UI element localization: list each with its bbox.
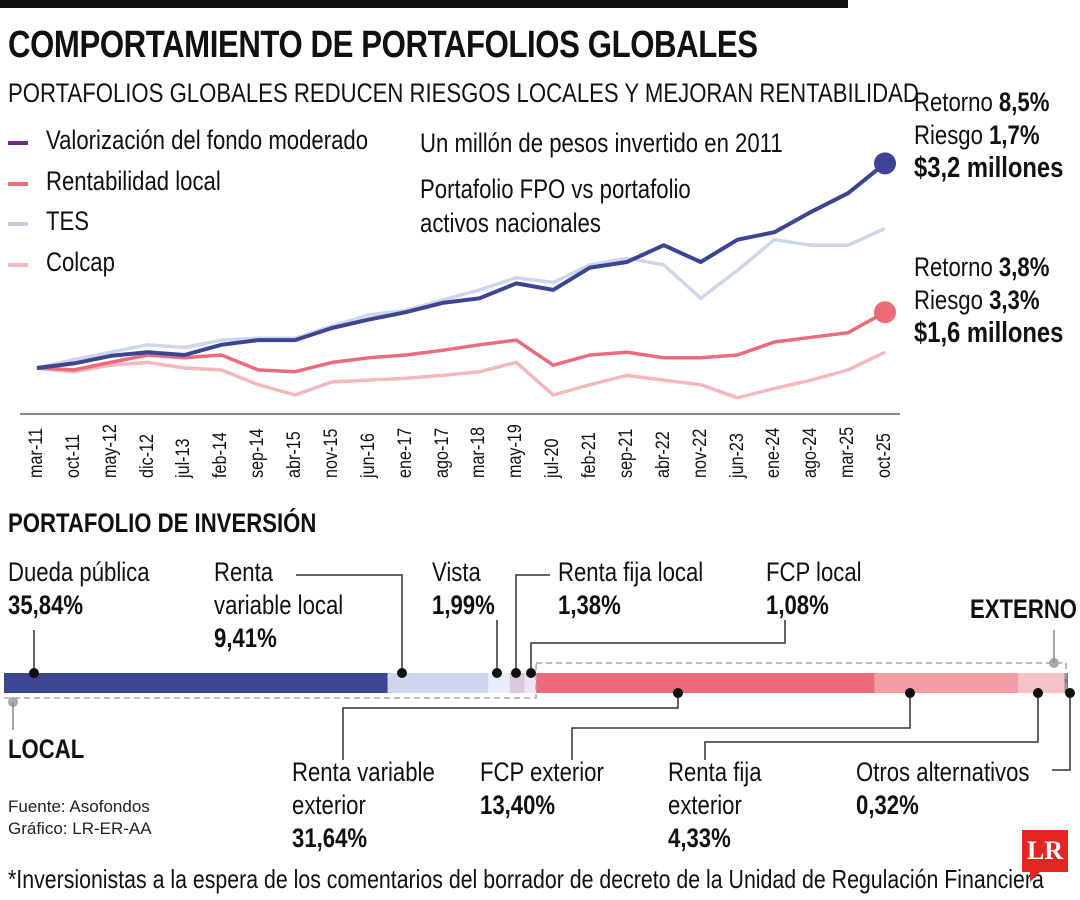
risk-label: Riesgo (914, 285, 983, 315)
legend-swatch (8, 141, 28, 145)
bar-segment-6 (874, 673, 1019, 693)
label-renta-fija-exterior: Renta fija exterior 4,33% (668, 757, 762, 853)
end-point-marker (874, 152, 896, 175)
leader-line (1052, 693, 1071, 771)
leader-line (342, 693, 679, 760)
risk-label: Riesgo (914, 120, 983, 150)
legend-label: Valorización del fondo moderado (46, 125, 369, 155)
chart-note: Un millón de pesos invertido en 2011 (420, 128, 783, 158)
leader-dot (905, 688, 915, 698)
leader-line (296, 574, 403, 673)
group-label-externo: EXTERNO (970, 594, 1078, 624)
bar-segment-8 (1064, 673, 1068, 693)
local-bracket (4, 663, 537, 699)
leader-line (515, 574, 550, 673)
series-line-2 (36, 226, 886, 370)
series-line-0 (36, 161, 887, 370)
page-title: COMPORTAMIENTO DE PORTAFOLIOS GLOBALES (8, 24, 758, 66)
bar-segment-7 (1018, 673, 1065, 693)
leader-dot (673, 688, 683, 698)
leader-line (571, 693, 911, 760)
portfolio-title: PORTAFOLIO DE INVERSIÓN (8, 508, 317, 538)
subtitle: PORTAFOLIOS GLOBALES REDUCEN RIESGOS LOC… (8, 78, 919, 108)
leader-dot (29, 668, 39, 678)
leader-dot (1065, 688, 1075, 698)
series-line-3 (36, 350, 886, 400)
return-value: 8,5% (998, 87, 1050, 117)
label-renta-variable-exterior: Renta variable exterior 31,64% (292, 757, 435, 853)
top-rule (0, 0, 848, 8)
label-fcp-exterior: FCP exterior 13,40% (480, 757, 604, 820)
fpo-annotation: Retorno 8,5% Riesgo 1,7% $3,2 millones (914, 86, 1063, 185)
risk-value: 3,3% (989, 285, 1040, 315)
lr-logo: LR (1022, 830, 1068, 882)
legend-label: Colcap (46, 247, 115, 277)
chart-note: Portafolio FPO vs portafolio (420, 174, 691, 204)
label-otros-alternativos: Otros alternativos 0,32% (856, 757, 1030, 820)
final-value: $1,6 millones (914, 317, 1064, 349)
label-deuda-publica: Dueda pública 35,84% (8, 557, 150, 620)
legend-swatch (8, 222, 28, 226)
return-value: 3,8% (998, 252, 1050, 282)
legend-label: Rentabilidad local (46, 166, 221, 196)
bar-segment-5 (536, 673, 875, 693)
leader-dot (511, 668, 521, 678)
legend-label: TES (46, 206, 90, 236)
series-line-1 (36, 310, 886, 374)
leader-dot (397, 668, 407, 678)
line-chart (20, 152, 900, 415)
label-vista: Vista 1,99% (432, 557, 495, 620)
return-label: Retorno (914, 252, 993, 282)
label-renta-variable-local: Renta variable local 9,41% (214, 557, 344, 653)
bar-segment-4 (524, 673, 537, 693)
final-value: $3,2 millones (914, 152, 1064, 184)
label-fcp-local: FCP local 1,08% (766, 557, 862, 620)
leader-dot (1033, 688, 1043, 698)
end-point-marker (874, 301, 896, 324)
source: Fuente: Asofondos (8, 797, 150, 816)
legend-swatch (8, 182, 28, 186)
graphic-credit: Gráfico: LR-ER-AA (8, 819, 152, 838)
leader-dot (492, 668, 502, 678)
bar-segment-0 (4, 673, 388, 693)
legend-swatch (8, 263, 28, 267)
return-label: Retorno (914, 87, 993, 117)
local-annotation: Retorno 3,8% Riesgo 3,3% $1,6 millones (914, 251, 1063, 350)
leader-line (704, 693, 1039, 760)
risk-value: 1,7% (989, 120, 1040, 150)
leader-line (530, 620, 786, 673)
leader-dot (526, 668, 536, 678)
label-renta-fija-local: Renta fija local 1,38% (558, 557, 704, 620)
bar-segment-1 (387, 673, 489, 693)
bar-segment-3 (509, 673, 525, 693)
group-label-local: LOCAL (8, 734, 85, 764)
footnote: *Inversionistas a la espera de los comen… (8, 864, 1044, 894)
bar-segment-2 (488, 673, 510, 693)
chart-note: activos nacionales (420, 208, 601, 238)
